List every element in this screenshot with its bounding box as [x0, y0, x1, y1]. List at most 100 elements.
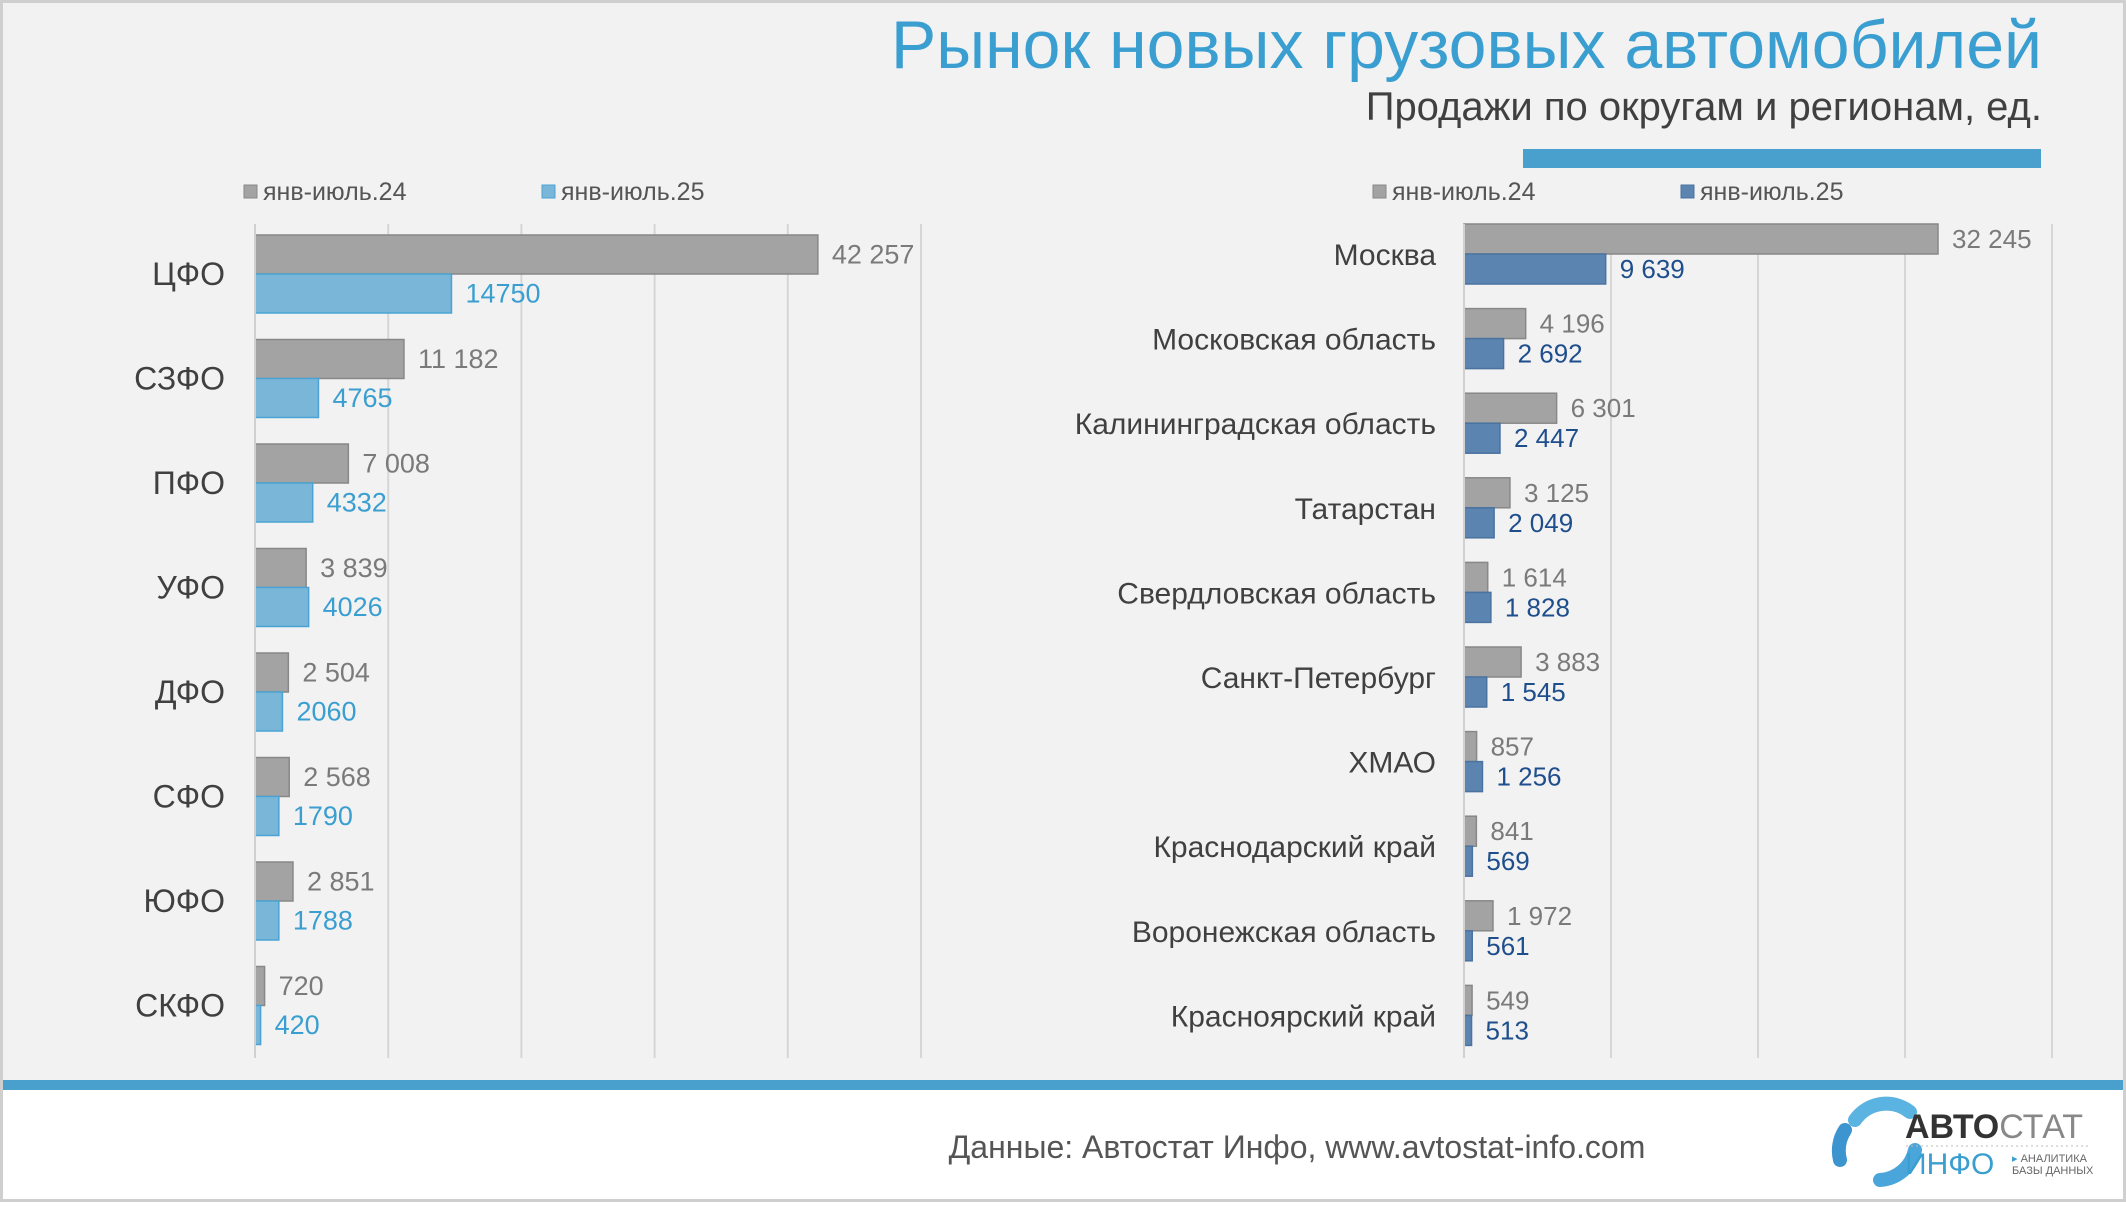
bar-2024 [254, 338, 405, 380]
legend-label: янв-июль.24 [1392, 178, 1536, 206]
data-label: 9 639 [1620, 254, 1685, 284]
bar-2025 [1463, 760, 1484, 793]
data-label: 4 196 [1540, 309, 1605, 339]
bar-2025 [1463, 337, 1505, 370]
data-label: 42 257 [832, 240, 915, 270]
legend-swatch [1372, 184, 1387, 199]
category-label: ЮФО [143, 883, 225, 919]
page-subtitle: Продажи по округам и регионам, ед. [1366, 85, 2042, 129]
title-accent-bar [1523, 149, 2041, 168]
bar-2025 [1463, 930, 1473, 962]
data-label: 1 256 [1496, 762, 1561, 792]
bar-2024 [254, 965, 266, 1007]
districts-chart: янв-июль.24 янв-июль.25 ЦФО 42 257 14750 СЗФО… [134, 178, 922, 1058]
data-label: 3 883 [1535, 647, 1600, 677]
logo-text-avto: АВТОСТАТ [1905, 1108, 2083, 1146]
bar-2024 [254, 861, 294, 902]
data-label: 2 692 [1518, 339, 1583, 369]
data-label: 513 [1486, 1015, 1529, 1045]
data-label: 14750 [465, 279, 540, 309]
bar-2024 [1463, 223, 1939, 255]
bar-2025 [254, 795, 280, 837]
bar-2024 [254, 547, 307, 589]
category-label: Москва [1334, 239, 1437, 272]
bar-2025 [1463, 676, 1488, 708]
data-label: 1 614 [1502, 562, 1567, 592]
category-label: Краснодарский край [1153, 831, 1436, 864]
avtostat-logo: АВТОСТАТ ИНФО ▸ АНАЛИТИКА БАЗЫ ДАННЫХ [1831, 1096, 2094, 1187]
logo-text-info: ИНФО [1905, 1148, 1994, 1181]
data-label: 1 972 [1507, 901, 1572, 931]
bar-2025 [254, 482, 314, 523]
data-label: 2 851 [307, 867, 375, 897]
logo-text-analytics: ▸ АНАЛИТИКА [2012, 1153, 2088, 1165]
data-label: 561 [1486, 931, 1529, 961]
accent-band [0, 1080, 2126, 1090]
data-label: 720 [279, 971, 324, 1001]
legend-swatch [243, 184, 258, 199]
bar-2025 [1463, 422, 1501, 454]
source-note: Данные: Автостат Инфо, www.avtostat-info… [949, 1129, 1646, 1165]
bar-2025 [1463, 253, 1607, 285]
bar-2025 [1463, 845, 1474, 877]
category-label: Санкт-Петербург [1201, 662, 1436, 695]
bar-2025 [254, 586, 310, 628]
category-label: ЦФО [152, 256, 225, 292]
category-label: СКФО [135, 988, 225, 1024]
data-label: 2 568 [303, 762, 371, 792]
bar-2024 [1463, 392, 1558, 424]
category-label: Свердловская область [1117, 577, 1436, 610]
category-label: СФО [153, 779, 225, 815]
bar-2024 [1463, 646, 1522, 678]
bar-2025 [1463, 591, 1492, 624]
bar-2024 [254, 234, 819, 275]
bar-2024 [254, 652, 290, 693]
data-label: 3 839 [320, 553, 388, 583]
category-label: Московская область [1152, 324, 1436, 357]
data-label: 549 [1486, 985, 1529, 1015]
data-label: 2 504 [302, 658, 370, 688]
bar-2024 [1463, 307, 1527, 340]
data-label: 11 182 [418, 344, 499, 374]
legend-swatch [541, 184, 556, 199]
logo-text-databases: БАЗЫ ДАННЫХ [2012, 1165, 2094, 1177]
bar-2024 [1463, 815, 1478, 847]
bar-2024 [1463, 477, 1511, 509]
category-label: УФО [157, 570, 225, 606]
bar-2024 [1463, 984, 1473, 1017]
data-label: 7 008 [362, 449, 430, 479]
category-label: Калининградская область [1075, 408, 1436, 441]
data-label: 4765 [332, 383, 392, 413]
footer-background [0, 1089, 2126, 1202]
data-label: 2 447 [1514, 423, 1579, 453]
chart-background [0, 0, 2126, 1080]
category-label: СЗФО [134, 361, 225, 397]
legend-label: янв-июль.25 [561, 178, 704, 206]
data-label: 1790 [293, 801, 353, 831]
category-label: ХМАО [1348, 747, 1436, 780]
data-label: 3 125 [1524, 478, 1589, 508]
bar-2025 [1463, 1014, 1473, 1047]
data-label: 2060 [296, 697, 356, 727]
legend-swatch [1680, 184, 1695, 199]
bar-2024 [254, 756, 290, 798]
bar-2025 [254, 273, 453, 314]
data-label: 841 [1490, 816, 1533, 846]
legend-label: янв-июль.24 [263, 178, 407, 206]
data-label: 6 301 [1571, 393, 1636, 423]
category-label: Красноярский край [1171, 1000, 1436, 1033]
data-label: 1788 [293, 906, 353, 936]
data-label: 4332 [327, 488, 387, 518]
bar-2024 [254, 443, 350, 484]
category-label: Татарстан [1295, 493, 1436, 526]
bar-2024 [1463, 561, 1489, 594]
data-label: 1 828 [1505, 592, 1570, 622]
bar-2025 [254, 900, 280, 941]
category-label: Воронежская область [1132, 916, 1436, 949]
bar-2024 [1463, 900, 1494, 932]
regions-chart: янв-июль.24 янв-июль.25 Москва 32 245 9 639 М… [1075, 178, 2053, 1058]
page-title: Рынок новых грузовых автомобилей [891, 7, 2042, 83]
